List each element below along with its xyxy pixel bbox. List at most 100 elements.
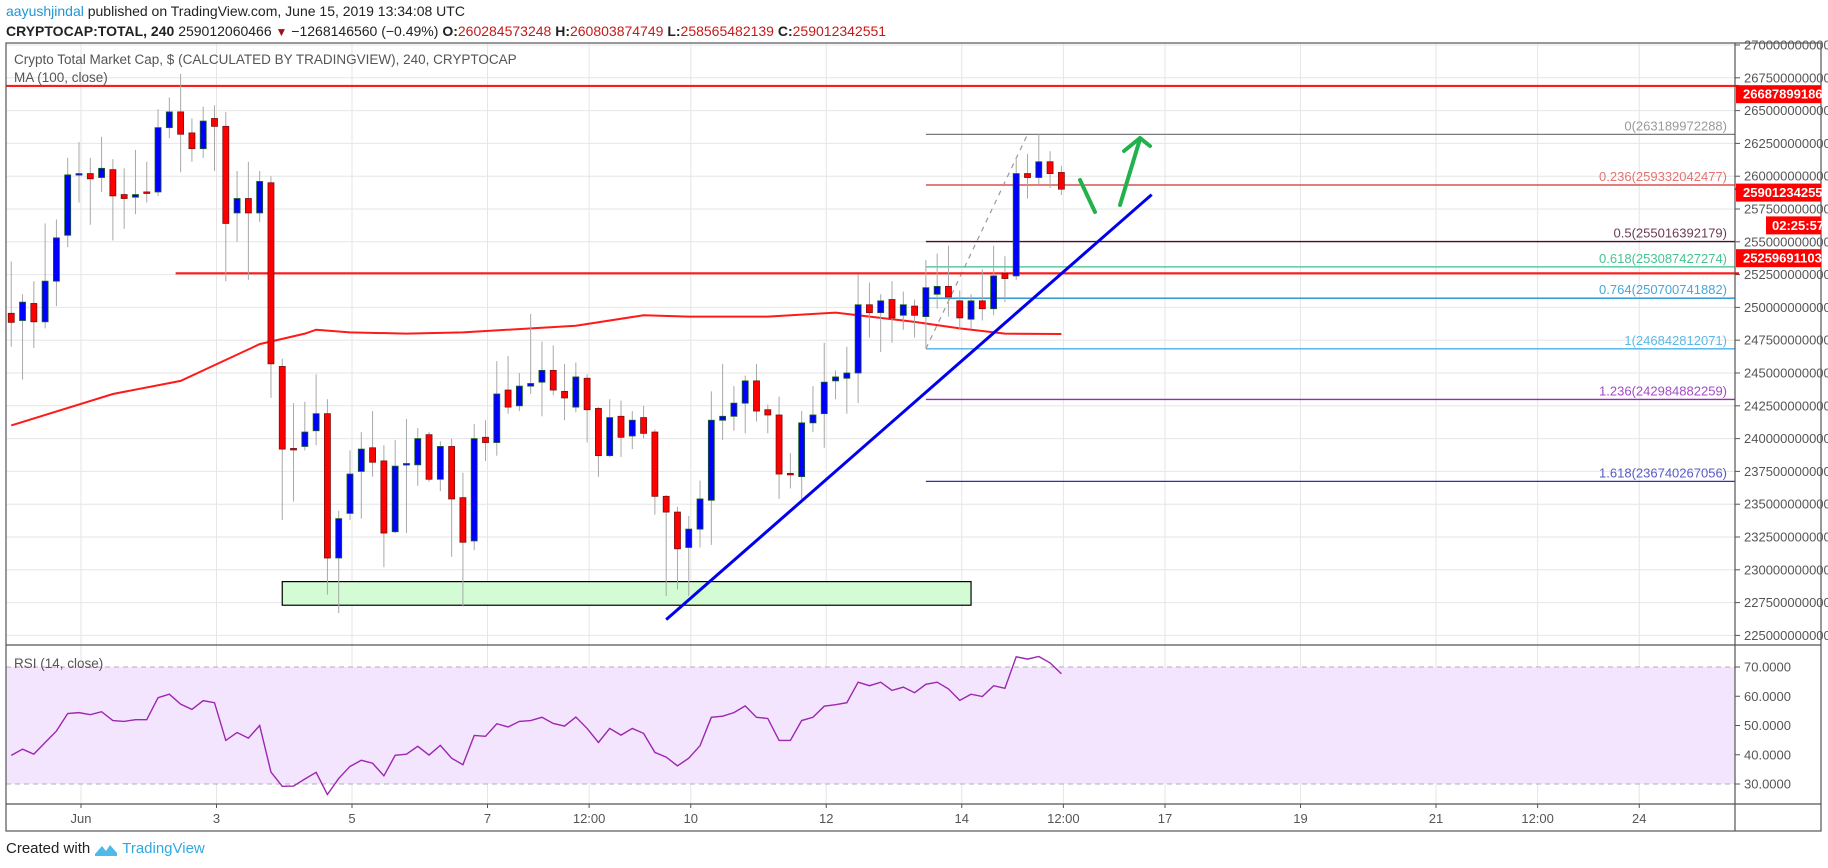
candle <box>493 361 501 456</box>
candle-body-down <box>120 194 128 199</box>
candle <box>561 363 568 421</box>
trendline[interactable] <box>665 193 1153 621</box>
arrows[interactable] <box>1078 136 1152 214</box>
candle <box>956 290 964 330</box>
candle <box>267 176 275 398</box>
candle-body-down <box>945 286 952 298</box>
ma-100-path <box>10 311 1062 427</box>
candle <box>595 407 602 477</box>
candle <box>53 219 60 307</box>
candle <box>30 281 38 349</box>
price-tick-label: 260000000000 <box>1744 169 1828 184</box>
candle-body-down <box>425 434 433 480</box>
created-with: Created with <box>6 840 91 857</box>
candle <box>436 441 444 492</box>
candle <box>1024 153 1031 199</box>
price-label-box <box>1736 249 1821 268</box>
candle-body-up <box>256 181 264 214</box>
price-tick-label: 267500000000 <box>1744 70 1828 85</box>
candle <box>707 391 715 545</box>
time-tick-label: 19 <box>1293 811 1307 826</box>
candle <box>199 106 207 158</box>
down-arrow-stroke[interactable] <box>1078 178 1097 214</box>
open-value: 260284573248 <box>457 23 552 39</box>
price-tick-label: 247500000000 <box>1744 333 1828 348</box>
support-zone[interactable] <box>281 581 972 606</box>
fib-level-label: 0(263189972288) <box>1624 118 1727 133</box>
candle <box>504 355 512 414</box>
candle <box>741 375 749 434</box>
candle-body-down <box>109 169 117 197</box>
fib-level-label: 0.764(250700741882) <box>1599 282 1727 297</box>
candle-body-down <box>866 304 873 314</box>
candle <box>978 269 986 321</box>
fibonacci-retracement[interactable]: 0(263189972288) 0.236(259332042477) 0.5(25… <box>925 118 1735 483</box>
up-arrow-icon[interactable] <box>1118 137 1142 207</box>
candle-body-down <box>595 408 602 457</box>
candle <box>820 342 828 448</box>
candle-body-up <box>967 300 975 320</box>
time-tick-label: 17 <box>1158 811 1172 826</box>
candle-body-up <box>335 518 343 559</box>
candle-body-up <box>165 111 173 129</box>
frame-border <box>5 42 1822 832</box>
time-tick-label: 12:00 <box>1521 811 1554 826</box>
candle-body-up <box>572 376 580 408</box>
tradingview-link[interactable]: TradingView <box>122 840 205 857</box>
price-tick-label: 257500000000 <box>1744 202 1828 217</box>
candle <box>482 420 489 461</box>
countdown-box <box>1766 216 1821 235</box>
time-tick-label: Jun <box>71 811 92 826</box>
candle <box>1001 256 1009 303</box>
candle-body-up <box>41 280 49 323</box>
price-tick-label: 232500000000 <box>1744 530 1828 545</box>
author-link[interactable]: aayushjindal <box>6 3 84 19</box>
price-label-text: 259012342551 <box>1743 185 1828 200</box>
candle <box>945 245 952 317</box>
candle-body-down <box>753 380 760 412</box>
time-tick-label: 7 <box>484 811 491 826</box>
price-tick-label: 245000000000 <box>1744 366 1828 381</box>
candle-body-up <box>132 194 139 198</box>
price-tick-label: 235000000000 <box>1744 497 1828 512</box>
horizontal-lines[interactable] <box>6 84 1735 275</box>
candle <box>425 432 433 482</box>
candle-body-down <box>1001 272 1009 279</box>
candle <box>662 495 670 597</box>
candle-body-down <box>674 511 681 550</box>
candle-body-down <box>482 436 489 443</box>
candle <box>719 363 727 440</box>
candle-body-up <box>414 438 422 466</box>
chart-title: Crypto Total Market Cap, $ (CALCULATED B… <box>14 52 517 67</box>
time-tick-label: 3 <box>213 811 220 826</box>
candle <box>233 170 241 242</box>
candle <box>730 386 738 431</box>
candle-body-down <box>7 312 15 323</box>
close-label: C: <box>777 23 793 39</box>
candle-body-up <box>809 414 817 424</box>
up-arrow-head[interactable] <box>1122 136 1152 153</box>
candle <box>335 510 343 614</box>
candle-body-up <box>854 304 862 374</box>
candle-body-up <box>538 369 546 383</box>
time-tick-label: 10 <box>684 811 698 826</box>
candle <box>674 506 681 590</box>
price-tick-label: 252500000000 <box>1744 267 1828 282</box>
candle <box>753 363 760 422</box>
candle <box>1035 134 1043 185</box>
time-tick-label: 12:00 <box>573 811 606 826</box>
price-label-box <box>1736 183 1821 202</box>
high-value: 260803874749 <box>569 23 664 39</box>
support-zone-box[interactable] <box>281 581 972 606</box>
candle-body-down <box>662 495 670 513</box>
candle-body-down <box>1046 161 1054 174</box>
blue-trendline[interactable] <box>665 193 1153 621</box>
time-tick-label: 14 <box>955 811 969 826</box>
price-tick-label: 227500000000 <box>1744 595 1828 610</box>
candle-body-up <box>707 419 715 501</box>
price-tick-label: 240000000000 <box>1744 431 1828 446</box>
candle <box>312 374 320 446</box>
fib-level-label: 1(246842812071) <box>1624 333 1727 348</box>
candle-body-up <box>357 448 365 472</box>
